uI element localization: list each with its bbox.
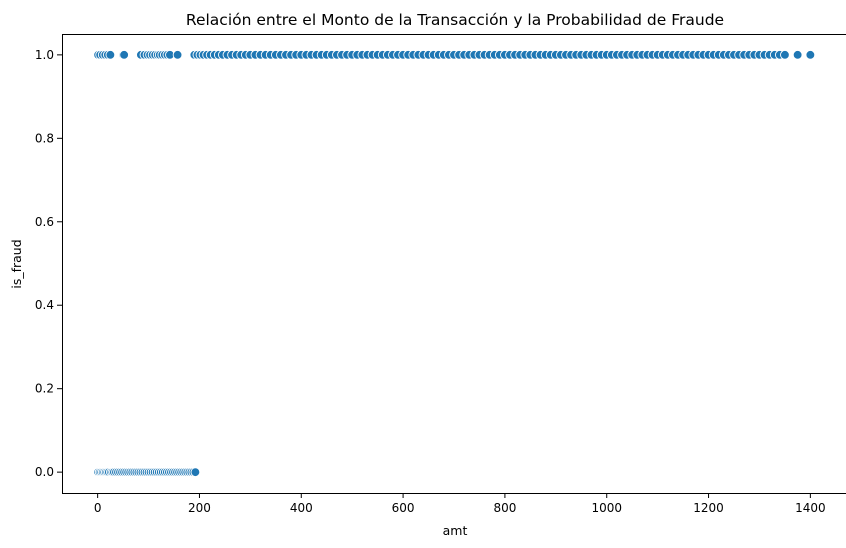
x-tick-label: 1400: [795, 501, 826, 515]
x-tick-label: 200: [188, 501, 211, 515]
data-point: [780, 50, 790, 60]
y-tick-label: 0.2: [35, 382, 54, 396]
data-point: [190, 467, 201, 477]
y-tick-label: 0.4: [35, 298, 54, 312]
y-tick-label: 0.0: [35, 465, 54, 479]
x-tick-label: 400: [290, 501, 313, 515]
y-tick-label: 0.6: [35, 215, 54, 229]
x-tick-label: 0: [94, 501, 102, 515]
data-point: [805, 50, 816, 60]
x-tick-label: 800: [493, 501, 516, 515]
y-axis: 0.0 0.2 0.4 0.6 0.8 1.0: [35, 48, 62, 479]
x-axis-label: amt: [443, 523, 468, 538]
x-tick-label: 1200: [693, 501, 724, 515]
x-tick-label: 600: [392, 501, 415, 515]
data-point: [172, 50, 183, 60]
x-tick-label: 1000: [591, 501, 622, 515]
y-tick-label: 0.8: [35, 131, 54, 145]
plot-frame: [62, 34, 846, 494]
data-point: [792, 50, 803, 60]
x-axis: 0 200 400 600 800 1000 1200 1400: [94, 493, 826, 515]
chart-title: Relación entre el Monto de la Transacció…: [186, 11, 724, 29]
y-axis-label: is_fraud: [9, 239, 24, 288]
data-point: [119, 50, 129, 60]
y-tick-label: 1.0: [35, 48, 54, 62]
data-point: [105, 50, 116, 60]
data-points: [93, 50, 816, 477]
